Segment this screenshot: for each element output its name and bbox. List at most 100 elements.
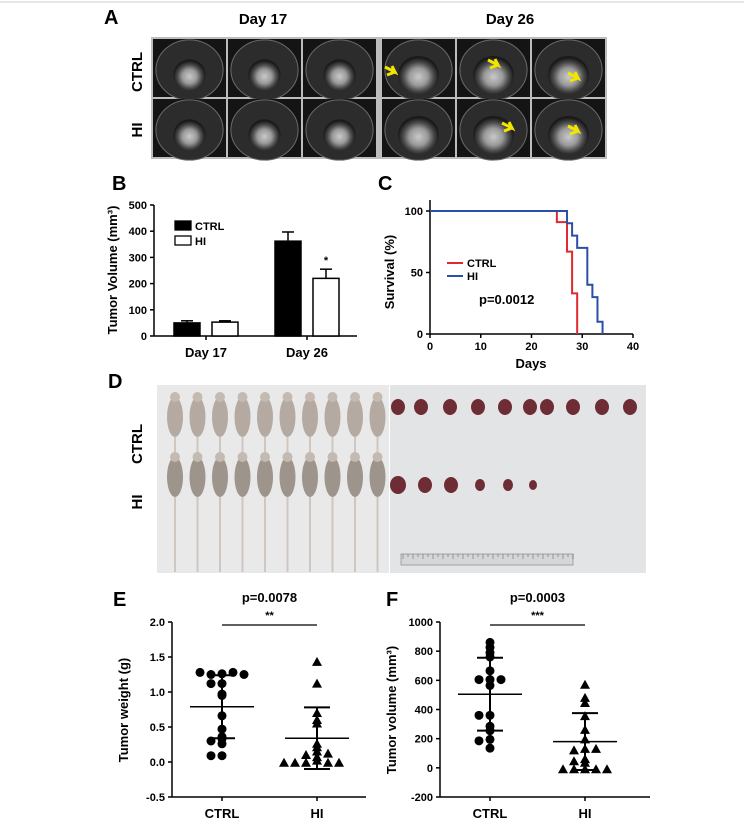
legend-label: CTRL: [195, 221, 225, 233]
mouse-head: [327, 392, 338, 402]
mouse-head: [260, 392, 270, 402]
y-tick-label: 400: [415, 705, 433, 717]
mouse-body: [369, 397, 386, 437]
mouse: [189, 452, 206, 572]
x-tick-label: Day 17: [185, 345, 227, 360]
data-point: [485, 743, 495, 753]
mouse-body: [302, 397, 318, 437]
mouse-body: [212, 457, 228, 497]
tumor-arrow-icon: [567, 71, 582, 83]
data-point: [239, 670, 249, 679]
mouse-head: [170, 452, 180, 462]
mouse-head: [192, 452, 203, 462]
legend-label: HI: [467, 271, 478, 283]
data-point: [569, 764, 579, 774]
mouse: [347, 452, 363, 572]
mouse-body: [369, 457, 386, 497]
data-point: [217, 751, 227, 761]
tumor-ctrl: [623, 399, 637, 415]
row-label-hi: HI: [129, 123, 146, 138]
mri-brain: [323, 119, 356, 151]
data-point: [580, 679, 590, 689]
panel-label-f: F: [386, 589, 398, 611]
x-tick-label: CTRL: [473, 806, 508, 821]
mouse-body: [302, 457, 318, 497]
mouse: [302, 452, 318, 572]
mouse-head: [215, 452, 225, 462]
mouse-body: [347, 397, 363, 437]
y-tick-label: 1.0: [150, 687, 165, 699]
mri-brain: [323, 59, 356, 91]
y-tick-label: 300: [129, 252, 147, 264]
x-tick-label: 10: [475, 341, 487, 353]
y-tick-label: 200: [129, 279, 147, 291]
x-tick-label: Day 26: [286, 345, 328, 360]
x-tick-label: CTRL: [205, 806, 240, 821]
y-axis-label: Survival (%): [382, 235, 397, 309]
mri-brain: [173, 119, 206, 151]
bar-ctrl: [274, 240, 302, 337]
mouse-body: [279, 457, 296, 497]
data-point: [312, 678, 322, 688]
tumor-hi: [444, 477, 458, 493]
x-tick-label: 20: [525, 341, 537, 353]
p-value: p=0.0012: [479, 292, 534, 307]
bar-hi: [312, 277, 340, 337]
tumor-ctrl: [498, 399, 512, 415]
bar-hi: [211, 321, 239, 337]
panel-label-c: C: [378, 173, 392, 195]
mri-image: [382, 99, 455, 161]
tumor-ctrl: [566, 399, 580, 415]
tumor-ctrl: [523, 399, 537, 415]
panel-c: C 0 50 100 0 10 20 30 40 Days Survival (%) CTRLHIp…: [378, 173, 639, 371]
mouse-head: [350, 452, 360, 462]
legend-label: CTRL: [467, 258, 497, 270]
x-tick-label: 30: [576, 341, 588, 353]
tumor-arrow-icon: [567, 124, 582, 136]
mri-brain: [473, 115, 514, 155]
mri-brain: [473, 55, 514, 95]
mouse-head: [305, 452, 315, 462]
y-tick-label: 600: [415, 675, 433, 687]
mouse-body: [324, 457, 341, 497]
data-point: [474, 710, 484, 720]
mouse: [234, 452, 251, 572]
data-point: [602, 764, 612, 774]
column-header-day17: Day 17: [239, 11, 287, 28]
legend-label: HI: [195, 236, 206, 248]
data-point: [474, 675, 484, 685]
row-label-hi: HI: [129, 495, 146, 510]
data-point: [323, 748, 333, 758]
y-tick-label: 100: [129, 305, 147, 317]
tumor-hi: [418, 477, 432, 493]
mouse-head: [350, 392, 360, 402]
y-tick-label: 1.5: [150, 652, 165, 664]
legend-swatch: [174, 235, 192, 246]
tumor-ctrl: [595, 399, 609, 415]
data-point: [195, 667, 205, 677]
mri-image: [457, 99, 530, 161]
mouse-head: [237, 452, 248, 462]
mri-image: [382, 39, 455, 101]
data-point: [580, 697, 590, 707]
mouse-body: [167, 457, 183, 497]
panel-b: B 0 100 200 300 400 500 Tumor Volume (mm³) Day …: [105, 173, 357, 360]
mri-image: [303, 39, 376, 101]
mouse-body: [257, 397, 273, 437]
mri-image: [228, 39, 301, 101]
mri-brain: [548, 55, 589, 95]
mri-image: [532, 39, 605, 101]
mouse-body: [167, 397, 183, 437]
y-tick-label: 0.5: [150, 722, 165, 734]
data-point: [323, 757, 333, 767]
data-point: [312, 656, 322, 666]
mri-brain: [248, 119, 281, 151]
data-point: [206, 679, 216, 689]
mouse: [279, 452, 296, 572]
mouse-head: [327, 452, 338, 462]
y-tick-label: 400: [129, 226, 147, 238]
tumor-hi: [529, 480, 537, 490]
y-axis-label: Tumor Volume (mm³): [105, 206, 120, 335]
x-axis-label: Days: [515, 356, 546, 371]
